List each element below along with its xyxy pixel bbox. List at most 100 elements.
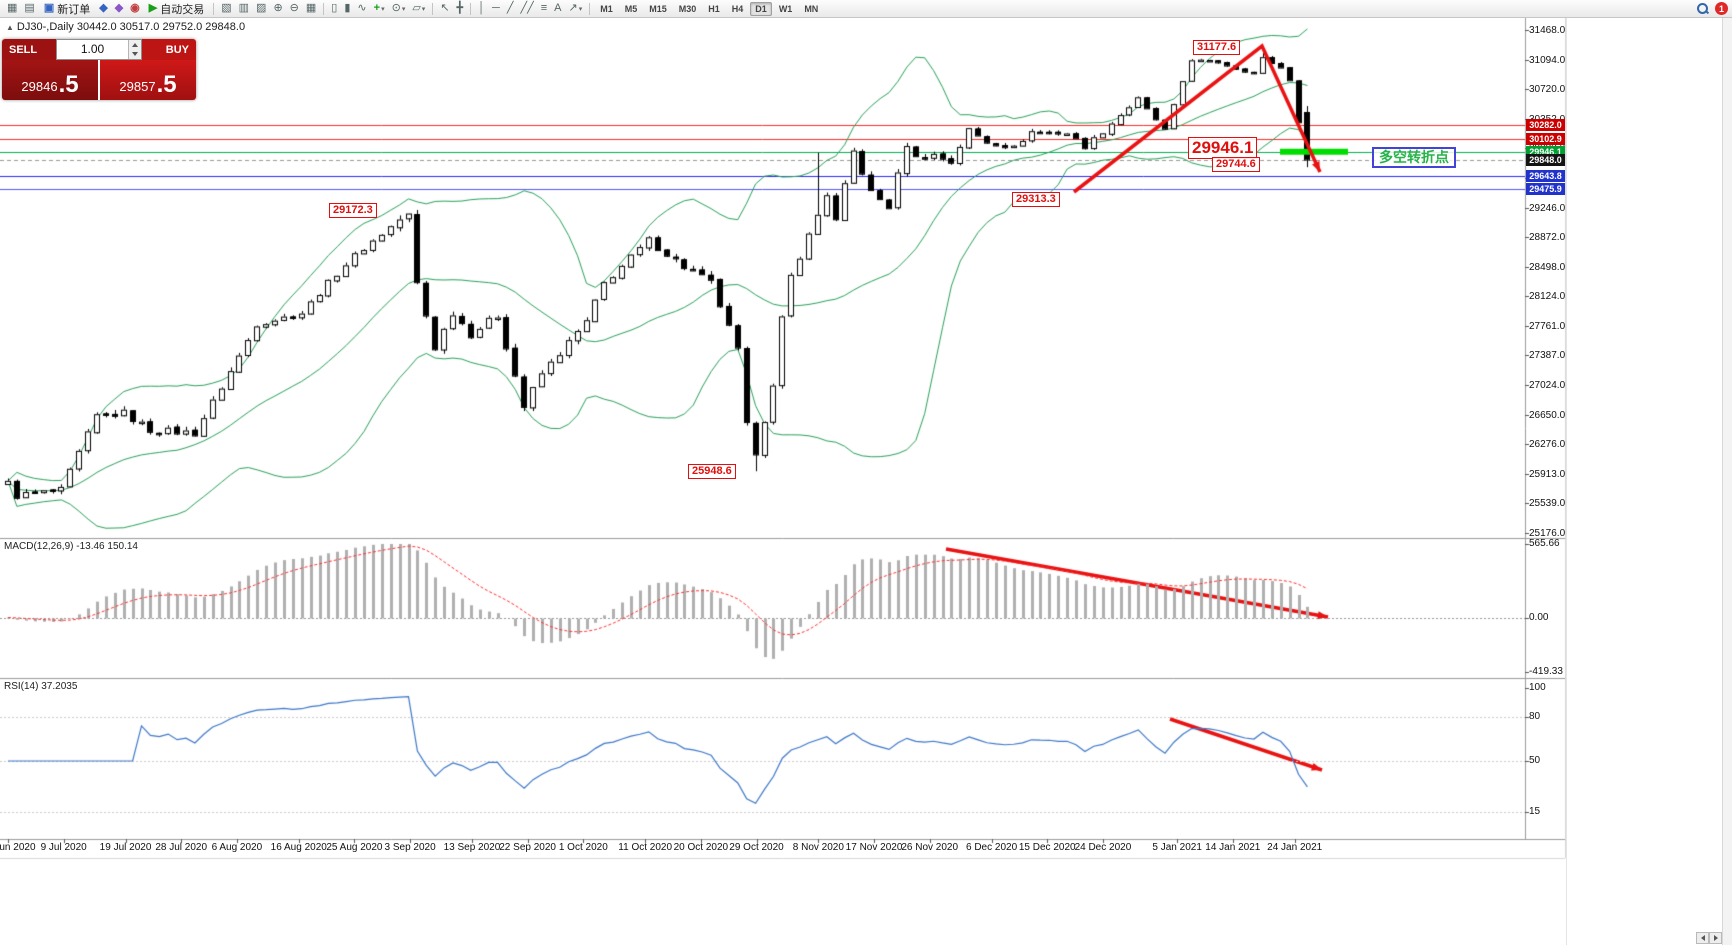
arrows-icon[interactable]: ↗ ▾	[565, 1, 585, 17]
buy-price: 29857	[119, 79, 156, 94]
cascade-windows-icon-glyph: ▧	[221, 2, 232, 14]
dropdown-caret-icon[interactable]: ▾	[381, 5, 385, 13]
alerts-icon[interactable]: ◉	[127, 1, 143, 17]
arrows-icon-glyph: ↗	[568, 2, 578, 14]
toolbar: ▦ ▤ ▣ 新订单 ◆ ◆ ◉ ▶ 自动交易 ▧ ▥ ▨ ⊕ ⊖ ▦ ▯ ▮ ∿ + ▾ ⊙ ▾ ▱ ▾ ↖ ╋ │ ─ ╱ ╱╱ ≡ A ↗ ▾…	[0, 0, 1732, 18]
vertical-scrollbar[interactable]	[1722, 18, 1732, 945]
dropdown-caret-icon[interactable]: ▾	[578, 5, 583, 13]
volume-spinner[interactable]	[128, 40, 141, 59]
zoom-in-icon[interactable]: ⊕	[270, 1, 285, 17]
expert-advisors-icon-glyph: ◆	[99, 2, 108, 14]
rsi-indicator-label: RSI(14) 37.2035	[4, 681, 78, 692]
volume-up-icon[interactable]	[129, 40, 141, 50]
buy-label: BUY	[142, 39, 196, 60]
zoom-in-icon-glyph: ⊕	[273, 2, 283, 14]
tile-vertical-icon[interactable]: ▨	[253, 1, 269, 17]
new-order-button[interactable]: ▣ 新订单	[39, 1, 95, 17]
timeframe-m5[interactable]: M5	[624, 3, 638, 14]
crosshair-icon[interactable]: ╋	[454, 1, 467, 17]
bar-chart-icon-glyph: ▯	[331, 2, 338, 14]
crosshair-icon-glyph: ╋	[456, 2, 464, 14]
templates-icon[interactable]: ▱ ▾	[409, 1, 428, 17]
volume-value[interactable]: 1.00	[80, 42, 105, 56]
tile-horizontal-icon[interactable]: ▥	[236, 1, 252, 17]
volume-down-icon[interactable]	[129, 49, 141, 59]
timeframe-m1[interactable]: M1	[600, 3, 613, 14]
new-chart-icon[interactable]: ▦	[4, 1, 20, 17]
vertical-line-icon[interactable]: │	[475, 1, 488, 17]
candlestick-chart-icon-glyph: ▮	[344, 2, 351, 14]
trade-panel-price-row: 29846 .5 29857 .5	[2, 60, 196, 100]
expert-advisors-icon[interactable]: ◆	[96, 1, 110, 17]
toolbar-separator	[432, 2, 434, 15]
fibonacci-icon-glyph: ≡	[540, 2, 548, 14]
new-order-button-label: 新订单	[57, 3, 91, 16]
horizontal-line-icon[interactable]: ─	[489, 1, 503, 17]
chart-ohlc-values: 30442.0 30517.0 29752.0 29848.0	[76, 21, 246, 33]
timeframe-h1[interactable]: H1	[708, 3, 720, 14]
profiles-icon-glyph: ▤	[24, 2, 35, 14]
cursor-icon-glyph: ↖	[440, 2, 450, 14]
periods-icon-glyph: ⊙	[391, 2, 401, 14]
volume-field[interactable]: 1.00	[56, 39, 142, 60]
indicators-icon[interactable]: + ▾	[371, 1, 388, 17]
dropdown-caret-icon[interactable]: ▾	[421, 5, 426, 13]
profiles-icon[interactable]: ▤	[21, 1, 37, 17]
tile-horizontal-icon-glyph: ▥	[238, 2, 250, 14]
scroll-right-button[interactable]	[1709, 932, 1722, 944]
auto-arrange-icon-glyph: ▦	[305, 2, 317, 14]
timeframe-group: M1 M5 M15 M30 H1 H4 D1 W1 MN	[594, 1, 824, 16]
alerts-icon-glyph: ◉	[130, 2, 140, 14]
scroll-left-button[interactable]	[1696, 932, 1709, 944]
text-label-icon-glyph: A	[554, 2, 562, 14]
candlestick-chart-icon[interactable]: ▮	[341, 1, 353, 17]
workspace-empty-area	[1566, 18, 1722, 945]
cursor-icon[interactable]: ↖	[437, 1, 452, 17]
scripts-icon-glyph: ◆	[114, 2, 124, 14]
search-icon[interactable]	[1696, 2, 1709, 15]
toolbar-separator	[589, 2, 591, 15]
sell-button[interactable]: 29846 .5	[2, 60, 98, 100]
timeframe-w1[interactable]: W1	[778, 3, 793, 14]
zoom-out-icon[interactable]: ⊖	[287, 1, 302, 17]
toolbar-separator	[213, 2, 215, 15]
zoom-out-icon-glyph: ⊖	[289, 2, 299, 14]
trendline-icon[interactable]: ╱	[504, 1, 517, 17]
chart-ohlc-line: ▲ DJ30-,Daily 30442.0 30517.0 29752.0 298…	[6, 21, 245, 33]
auto-trading-button[interactable]: ▶ 自动交易	[144, 1, 209, 17]
timeframe-mn[interactable]: MN	[804, 3, 819, 14]
channel-icon-glyph: ╱╱	[520, 2, 534, 14]
sell-label: SELL	[2, 39, 56, 60]
text-label-icon[interactable]: A	[551, 1, 564, 17]
tile-vertical-icon-glyph: ▨	[256, 2, 267, 14]
line-chart-icon[interactable]: ∿	[354, 1, 369, 17]
toolbar-separator	[323, 2, 325, 15]
dropdown-caret-icon[interactable]: ▾	[401, 5, 406, 13]
fibonacci-icon[interactable]: ≡	[538, 1, 550, 17]
horizontal-line-icon-glyph: ─	[492, 2, 500, 14]
timeframe-h4[interactable]: H4	[731, 3, 744, 14]
line-chart-icon-glyph: ∿	[357, 2, 367, 14]
timeframe-m30[interactable]: M30	[678, 3, 697, 14]
timeframe-d1[interactable]: D1	[750, 1, 772, 16]
bar-chart-icon[interactable]: ▯	[328, 1, 340, 17]
chart-symbol-period: DJ30-,Daily	[16, 21, 74, 33]
trade-panel-top-row: SELL 1.00 BUY	[2, 39, 196, 60]
templates-icon-glyph: ▱	[412, 2, 421, 14]
channel-icon[interactable]: ╱╱	[517, 1, 536, 17]
vertical-line-icon-glyph: │	[478, 2, 486, 14]
auto-trading-button-label: 自动交易	[160, 3, 205, 16]
trendline-icon-glyph: ╱	[506, 2, 514, 14]
sell-price: 29846	[21, 79, 58, 94]
toolbar-separator	[470, 2, 472, 15]
buy-price-big-digit: .5	[156, 71, 177, 98]
timeframe-m15[interactable]: M15	[649, 3, 667, 14]
notification-badge[interactable]: 1	[1715, 2, 1728, 15]
cascade-windows-icon[interactable]: ▧	[218, 1, 234, 17]
scripts-icon[interactable]: ◆	[112, 1, 126, 17]
buy-button[interactable]: 29857 .5	[98, 60, 196, 100]
sell-price-big-digit: .5	[58, 71, 79, 98]
periods-icon[interactable]: ⊙ ▾	[389, 1, 409, 17]
auto-arrange-icon[interactable]: ▦	[303, 1, 319, 17]
